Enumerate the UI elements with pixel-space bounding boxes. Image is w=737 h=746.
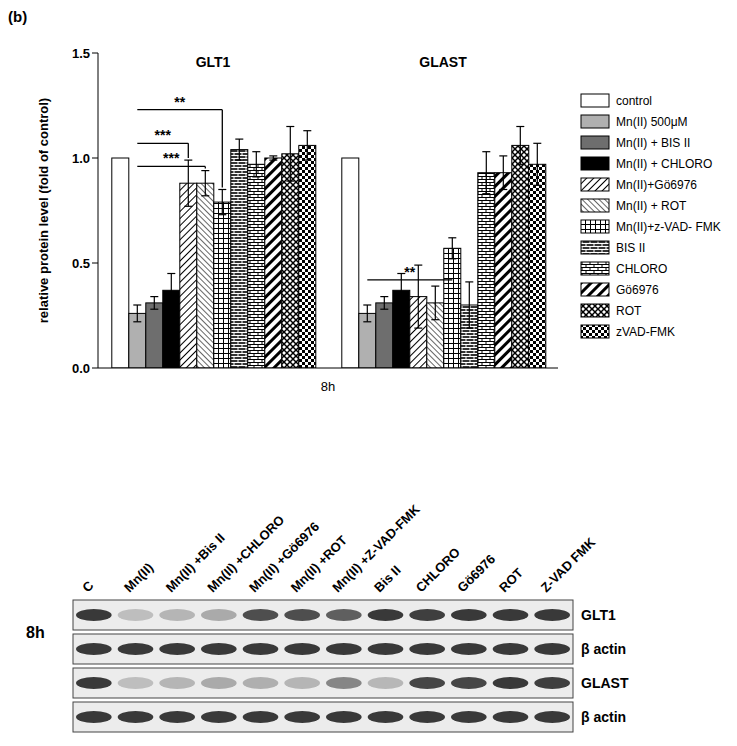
html-text:ROT: ROT [616, 303, 642, 318]
svg-text:**: ** [404, 264, 415, 280]
svg-text:Bis II: Bis II [371, 563, 404, 596]
svg-text:***: *** [163, 150, 180, 166]
html-text:Mn(II) + ROT: Mn(II) + ROT [616, 198, 687, 213]
html-text:CHLORO: CHLORO [616, 261, 668, 276]
svg-text:β actin: β actin [581, 641, 626, 657]
svg-text:***: *** [155, 127, 172, 143]
svg-text:Mn(II): Mn(II) [121, 560, 156, 595]
html-text:Gö6976: Gö6976 [616, 282, 659, 297]
svg-text:GLT1: GLT1 [196, 54, 231, 70]
svg-text:Mn(II) +Z-VAD-FMK: Mn(II) +Z-VAD-FMK [329, 501, 423, 595]
svg-text:relative protein level (fold o: relative protein level (fold of control) [36, 98, 51, 323]
svg-text:ROT: ROT [496, 565, 526, 595]
svg-text:Mn(II) +Bis II: Mn(II) +Bis II [162, 530, 228, 596]
svg-text:GLAST: GLAST [419, 54, 467, 70]
html-text:control: control [616, 93, 652, 108]
svg-text:**: ** [174, 94, 185, 110]
svg-text:Mn(II) +CHLORO: Mn(II) +CHLORO [204, 512, 287, 595]
svg-text:8h: 8h [26, 624, 45, 641]
svg-text:GLT1: GLT1 [581, 607, 616, 623]
html-text:BIS II: BIS II [616, 240, 646, 255]
html-text:Mn(II)+z-VAD- FMK: Mn(II)+z-VAD- FMK [616, 219, 721, 234]
svg-text:GLAST: GLAST [581, 675, 629, 691]
html-text:zVAD-FMK: zVAD-FMK [616, 324, 676, 339]
svg-text:1.0: 1.0 [72, 151, 90, 166]
svg-text:Z-VAD FMK: Z-VAD FMK [538, 534, 599, 595]
svg-text:8h: 8h [321, 379, 335, 394]
svg-text:C: C [79, 577, 97, 595]
html-text:Mn(II) 500μM: Mn(II) 500μM [616, 114, 688, 129]
html-text:Mn(II) + CHLORO: Mn(II) + CHLORO [616, 156, 713, 171]
html-text:Mn(II)+Gö6976: Mn(II)+Gö6976 [616, 177, 697, 192]
svg-text:0.0: 0.0 [72, 361, 90, 376]
svg-text:Mn(II) +ROT: Mn(II) +ROT [287, 532, 351, 596]
html-text:(b): (b) [8, 8, 28, 25]
svg-text:1.5: 1.5 [72, 46, 90, 61]
svg-text:Gö6976: Gö6976 [454, 551, 498, 595]
svg-text:Mn(II) +Gö6976: Mn(II) +Gö6976 [246, 519, 322, 595]
html-text:Mn(II) + BIS II: Mn(II) + BIS II [616, 135, 691, 150]
svg-text:0.5: 0.5 [72, 256, 90, 271]
svg-text:β actin: β actin [581, 709, 626, 725]
svg-text:CHLORO: CHLORO [413, 545, 463, 595]
